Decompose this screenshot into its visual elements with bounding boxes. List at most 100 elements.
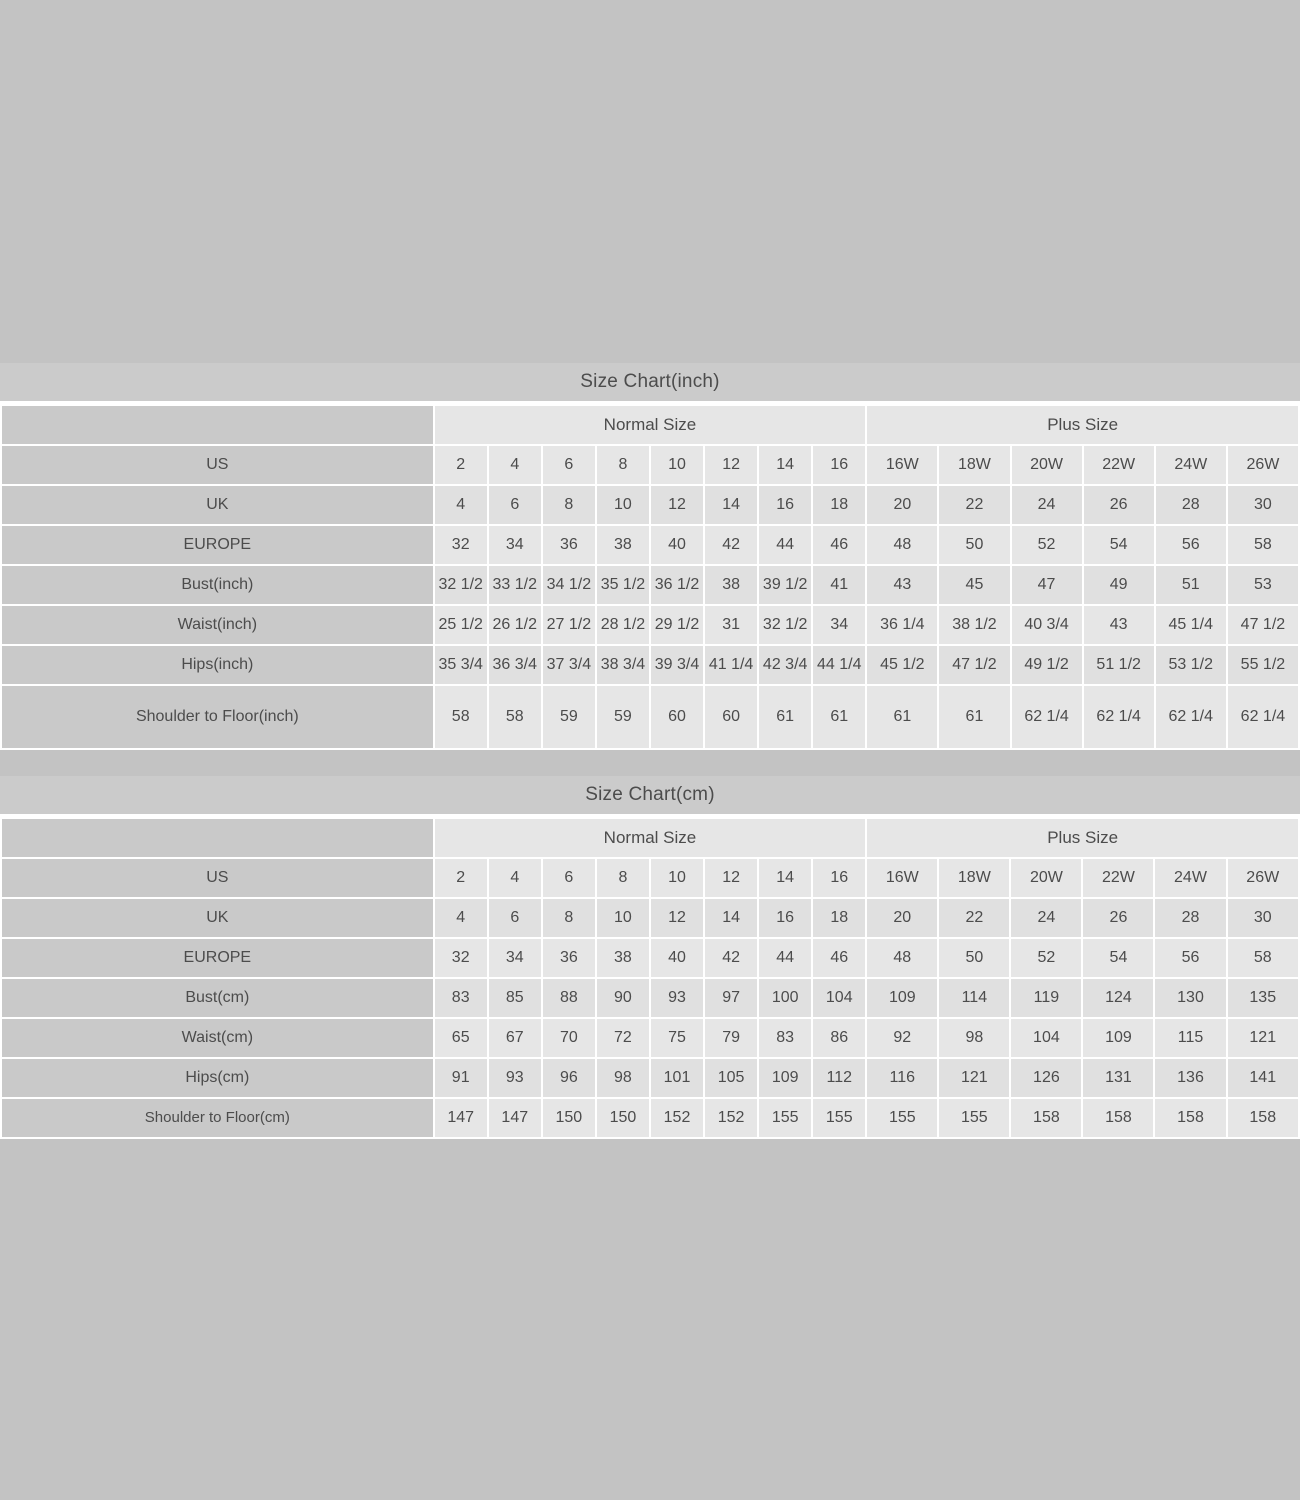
table-cell: 41 — [811, 564, 868, 606]
table-cell: 16 — [757, 897, 814, 939]
table-cell: 10 — [648, 444, 706, 486]
table-cell: 83 — [432, 977, 489, 1019]
table-cell: 51 — [1153, 564, 1228, 606]
table-cell: 54 — [1081, 937, 1156, 979]
table-cell: 48 — [865, 524, 940, 566]
table-cell: 12 — [703, 444, 760, 486]
table-cell: 24 — [1009, 897, 1084, 939]
table-cell: 53 — [1225, 564, 1300, 606]
table-cell: 45 — [937, 564, 1012, 606]
table-row: UK 4 6 8 10 12 14 16 18 20 22 24 26 28 30 — [0, 897, 1300, 939]
table-cell: 38 1/2 — [937, 604, 1012, 646]
row-label: EUROPE — [0, 937, 435, 979]
table-cell: 92 — [865, 1017, 940, 1059]
table-cell: 53 1/2 — [1153, 644, 1228, 686]
table-cell: 50 — [937, 524, 1012, 566]
table-row: Hips(cm) 91 93 96 98 101 105 109 112 116 121 126 131… — [0, 1057, 1300, 1099]
table-cell: 42 — [703, 524, 760, 566]
table-cell: 2 — [432, 857, 489, 899]
table-cell: 18 — [811, 484, 868, 526]
table-cell: 47 1/2 — [1225, 604, 1300, 646]
chart-title-inch: Size Chart(inch) — [0, 363, 1300, 404]
table-cell: 8 — [540, 484, 597, 526]
table-cell: 61 — [811, 684, 868, 750]
table-cell: 135 — [1225, 977, 1300, 1019]
table-cell: 43 — [1081, 604, 1156, 646]
table-cell: 35 3/4 — [432, 644, 489, 686]
row-label: UK — [0, 484, 435, 526]
table-cell: 60 — [703, 684, 760, 750]
table-cell: 22W — [1081, 857, 1156, 899]
table-cell: 49 1/2 — [1009, 644, 1084, 686]
table-cell: 93 — [648, 977, 706, 1019]
table-cell: 115 — [1153, 1017, 1228, 1059]
table-cell: 35 1/2 — [594, 564, 651, 606]
table-cell: 59 — [540, 684, 597, 750]
table-cell: 46 — [811, 524, 868, 566]
group-header-spacer — [0, 817, 435, 859]
table-cell: 112 — [811, 1057, 868, 1099]
size-table-inch: Normal Size Plus Size US 2 4 6 8 10 12 14 16 16W 18W… — [0, 404, 1300, 750]
row-label: UK — [0, 897, 435, 939]
table-cell: 130 — [1153, 977, 1228, 1019]
table-cell: 91 — [432, 1057, 489, 1099]
table-cell: 56 — [1153, 937, 1228, 979]
table-row: US 2 4 6 8 10 12 14 16 16W 18W 20W 22W 24W 26W — [0, 857, 1300, 899]
table-cell: 152 — [648, 1097, 706, 1139]
table-cell: 104 — [1009, 1017, 1084, 1059]
table-cell: 85 — [486, 977, 543, 1019]
table-cell: 24W — [1153, 857, 1228, 899]
table-cell: 97 — [703, 977, 760, 1019]
table-cell: 49 — [1081, 564, 1156, 606]
table-row: UK 4 6 8 10 12 14 16 18 20 22 24 26 28 30 — [0, 484, 1300, 526]
row-label: US — [0, 857, 435, 899]
size-table-inch-body: Normal Size Plus Size US 2 4 6 8 10 12 14 16 16W 18W… — [0, 404, 1300, 750]
table-cell: 124 — [1081, 977, 1156, 1019]
table-cell: 14 — [703, 484, 760, 526]
table-cell: 29 1/2 — [648, 604, 706, 646]
table-cell: 58 — [486, 684, 543, 750]
table-cell: 12 — [648, 897, 706, 939]
table-cell: 109 — [757, 1057, 814, 1099]
table-cell: 70 — [540, 1017, 597, 1059]
table-cell: 6 — [540, 857, 597, 899]
table-cell: 114 — [937, 977, 1012, 1019]
table-cell: 98 — [937, 1017, 1012, 1059]
table-cell: 150 — [540, 1097, 597, 1139]
table-cell: 32 1/2 — [432, 564, 489, 606]
table-cell: 16 — [811, 857, 868, 899]
table-cell: 6 — [486, 484, 543, 526]
table-cell: 155 — [937, 1097, 1012, 1139]
table-cell: 109 — [865, 977, 940, 1019]
table-cell: 121 — [937, 1057, 1012, 1099]
size-table-cm: Normal Size Plus Size US 2 4 6 8 10 12 14 16 16W 18W… — [0, 817, 1300, 1139]
table-cell: 39 1/2 — [757, 564, 814, 606]
table-cell: 42 — [703, 937, 760, 979]
table-cell: 20 — [865, 897, 940, 939]
table-cell: 48 — [865, 937, 940, 979]
table-cell: 38 — [703, 564, 760, 606]
table-cell: 61 — [937, 684, 1012, 750]
table-cell: 51 1/2 — [1081, 644, 1156, 686]
table-cell: 36 — [540, 524, 597, 566]
table-cell: 14 — [703, 897, 760, 939]
table-cell: 62 1/4 — [1009, 684, 1084, 750]
row-label: Shoulder to Floor(cm) — [0, 1097, 435, 1139]
table-cell: 88 — [540, 977, 597, 1019]
table-cell: 116 — [865, 1057, 940, 1099]
table-cell: 61 — [757, 684, 814, 750]
table-cell: 58 — [1225, 937, 1300, 979]
table-row: Shoulder to Floor(cm) 147 147 150 150 152 152 1… — [0, 1097, 1300, 1139]
table-cell: 4 — [432, 897, 489, 939]
table-cell: 8 — [594, 857, 651, 899]
table-cell: 100 — [757, 977, 814, 1019]
table-cell: 22 — [937, 484, 1012, 526]
table-cell: 52 — [1009, 937, 1084, 979]
row-label: Hips(cm) — [0, 1057, 435, 1099]
table-cell: 104 — [811, 977, 868, 1019]
row-label: EUROPE — [0, 524, 435, 566]
table-cell: 45 1/2 — [865, 644, 940, 686]
table-cell: 152 — [703, 1097, 760, 1139]
table-cell: 147 — [432, 1097, 489, 1139]
